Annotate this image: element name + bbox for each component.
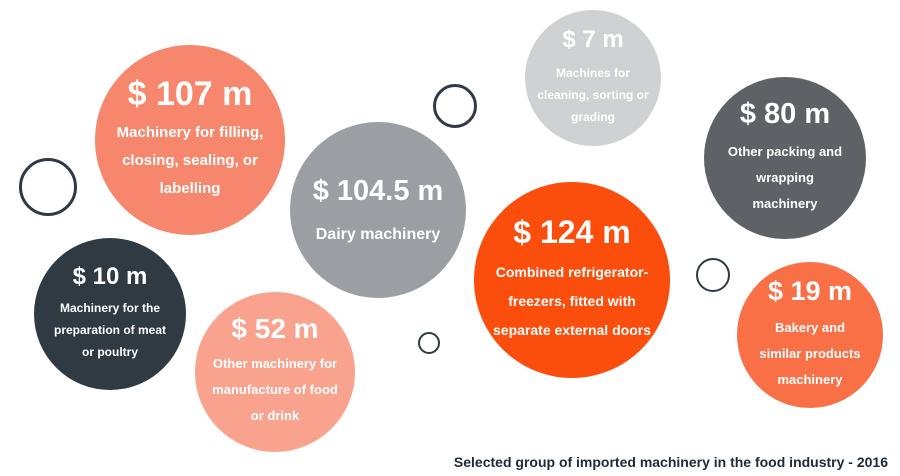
bubble-packing-wrapping: $ 80 m Other packing and wrapping machin… <box>704 77 866 239</box>
decorative-ring <box>418 332 440 354</box>
bubble-refrigerator-freezers: $ 124 m Combined refrigerator-freezers, … <box>474 182 670 378</box>
bubble-label: Machinery for filling, closing, sealing,… <box>116 124 264 197</box>
bubble-value: $ 52 m <box>231 313 319 344</box>
bubble-value: $ 19 m <box>767 275 853 306</box>
bubble-value: $ 104.5 m <box>312 174 444 207</box>
bubble-food-drink: $ 52 m Other machinery for manufacture o… <box>195 292 355 452</box>
bubble-value: $ 7 m <box>562 26 624 53</box>
bubble-meat-poultry: $ 10 m Machinery for the preparation of … <box>34 238 186 390</box>
bubble-label: Combined refrigerator-freezers, fitted w… <box>493 263 651 338</box>
bubble-label: Machines for cleaning, sorting or gradin… <box>537 66 649 124</box>
decorative-ring <box>433 84 477 128</box>
bubble-label: Dairy machinery <box>315 225 441 243</box>
bubble-dairy: $ 104.5 m Dairy machinery <box>290 122 466 298</box>
bubble-cleaning-sorting: $ 7 m Machines for cleaning, sorting or … <box>525 10 661 146</box>
bubble-label: Other machinery for manufacture of food … <box>212 356 338 423</box>
bubble-value: $ 80 m <box>739 97 831 130</box>
bubble-label: Bakery and similar products machinery <box>759 319 861 387</box>
bubble-value: $ 124 m <box>513 213 631 250</box>
bubble-label: Machinery for the preparation of meat or… <box>53 301 167 359</box>
bubble-value: $ 10 m <box>72 263 148 290</box>
chart-title: Selected group of imported machinery in … <box>453 454 888 470</box>
bubble-filling-closing: $ 107 m Machinery for filling, closing, … <box>95 45 285 235</box>
decorative-ring <box>696 258 730 292</box>
bubble-value: $ 107 m <box>127 75 253 113</box>
decorative-ring <box>19 158 77 216</box>
bubble-bakery: $ 19 m Bakery and similar products machi… <box>737 262 883 408</box>
bubble-label: Other packing and wrapping machinery <box>727 143 843 211</box>
